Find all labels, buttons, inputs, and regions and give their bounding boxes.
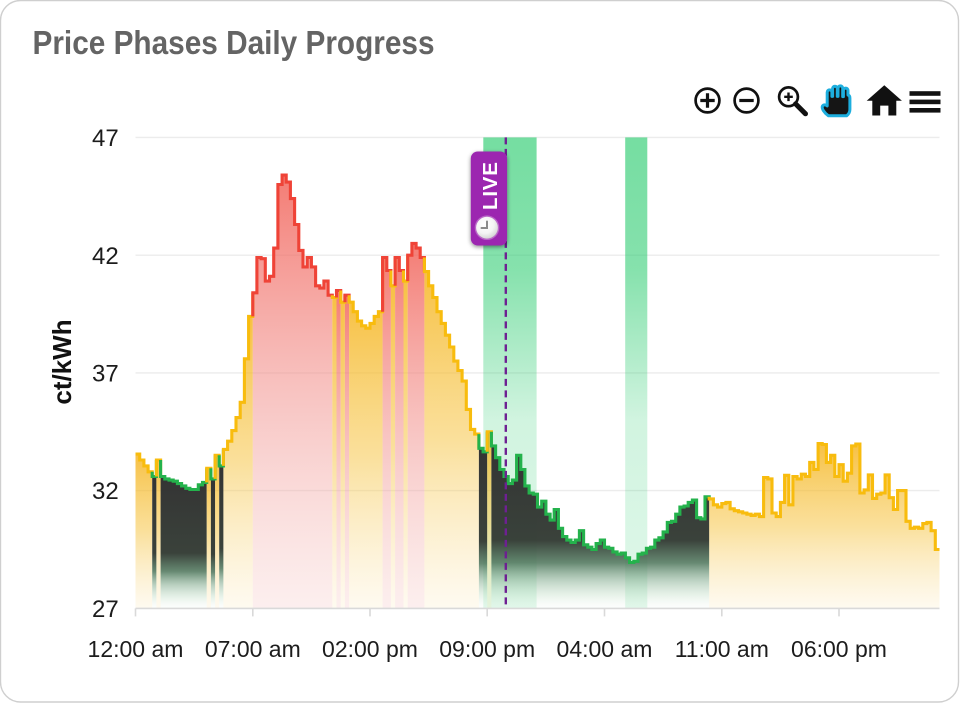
svg-text:42: 42 (92, 243, 119, 270)
svg-text:06:00 pm: 06:00 pm (791, 636, 887, 662)
svg-text:11:00 am: 11:00 am (675, 636, 769, 662)
svg-text:07:00 am: 07:00 am (205, 636, 301, 662)
svg-text:27: 27 (92, 596, 119, 623)
svg-text:LIVE: LIVE (479, 161, 502, 210)
svg-text:37: 37 (92, 361, 119, 388)
svg-text:12:00 am: 12:00 am (88, 636, 184, 662)
svg-text:09:00 pm: 09:00 pm (439, 636, 535, 662)
svg-text:04:00 am: 04:00 am (557, 636, 653, 662)
svg-text:02:00 pm: 02:00 pm (322, 636, 418, 662)
svg-text:Price Phases Daily Progress: Price Phases Daily Progress (33, 24, 435, 61)
svg-text:32: 32 (92, 478, 119, 505)
svg-text:ct/kWh: ct/kWh (47, 319, 77, 404)
svg-text:47: 47 (92, 125, 119, 152)
